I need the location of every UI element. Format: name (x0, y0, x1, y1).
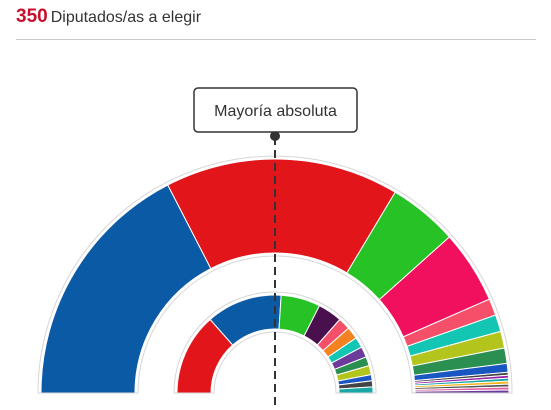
seats-header: 350 Diputados/as a elegir (16, 6, 536, 40)
ring-outline-1 (37, 155, 513, 394)
outer-ring (40, 158, 510, 394)
ring-outlines (37, 155, 513, 394)
total-seats-label: Diputados/as a elegir (50, 9, 202, 26)
inner-ring (176, 294, 374, 394)
majority-label-box: Mayoría absoluta (193, 87, 358, 133)
ring-outline-2 (173, 291, 377, 394)
total-seats-number: 350 (16, 6, 48, 27)
majority-marker-dot (270, 131, 280, 141)
majority-label-background (193, 87, 358, 133)
outer-segment-1[interactable] (40, 184, 212, 394)
majority-label: Mayoría absoluta (214, 103, 337, 120)
